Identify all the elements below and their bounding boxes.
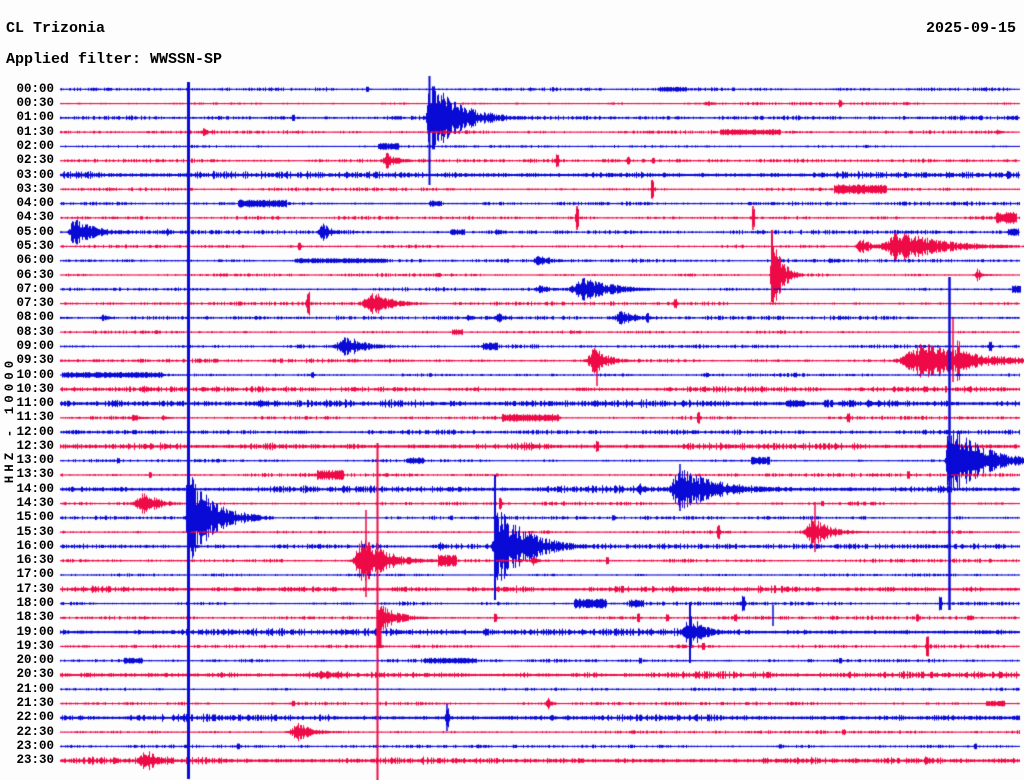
time-label: 12:00 — [16, 424, 54, 439]
time-label: 00:30 — [16, 96, 54, 111]
time-label: 05:30 — [16, 238, 54, 253]
time-label: 06:00 — [16, 253, 54, 268]
time-label: 15:00 — [16, 510, 54, 525]
time-label: 02:00 — [16, 138, 54, 153]
time-label: 03:30 — [16, 181, 54, 196]
time-label: 18:30 — [16, 610, 54, 625]
time-label: 19:30 — [16, 638, 54, 653]
time-label: 01:00 — [16, 110, 54, 125]
time-label: 07:00 — [16, 281, 54, 296]
time-label: 06:30 — [16, 267, 54, 282]
time-label: 18:00 — [16, 596, 54, 611]
time-label: 20:30 — [16, 667, 54, 682]
time-label: 16:30 — [16, 553, 54, 568]
time-label: 10:30 — [16, 381, 54, 396]
time-label: 11:30 — [16, 410, 54, 425]
time-label: 22:00 — [16, 710, 54, 725]
time-label: 19:00 — [16, 624, 54, 639]
time-label: 03:00 — [16, 167, 54, 182]
time-label: 09:30 — [16, 353, 54, 368]
time-label: 12:30 — [16, 438, 54, 453]
time-label: 14:30 — [16, 496, 54, 511]
time-label: 00:00 — [16, 81, 54, 96]
time-label: 13:00 — [16, 453, 54, 468]
time-label: 05:00 — [16, 224, 54, 239]
time-label: 23:30 — [16, 753, 54, 768]
time-label: 11:00 — [16, 396, 54, 411]
time-label: 21:30 — [16, 696, 54, 711]
time-label: 07:30 — [16, 296, 54, 311]
time-label: 21:00 — [16, 681, 54, 696]
time-label: 14:00 — [16, 481, 54, 496]
time-label: 10:00 — [16, 367, 54, 382]
time-label: 17:00 — [16, 567, 54, 582]
time-label: 09:00 — [16, 338, 54, 353]
time-label: 23:00 — [16, 738, 54, 753]
time-label: 13:30 — [16, 467, 54, 482]
time-label: 17:30 — [16, 581, 54, 596]
time-label: 02:30 — [16, 153, 54, 168]
time-label: 04:30 — [16, 210, 54, 225]
time-label: 15:30 — [16, 524, 54, 539]
time-label: 16:00 — [16, 538, 54, 553]
time-label: 08:00 — [16, 310, 54, 325]
time-label: 20:00 — [16, 653, 54, 668]
time-label: 04:00 — [16, 196, 54, 211]
time-label: 22:30 — [16, 724, 54, 739]
time-label: 01:30 — [16, 124, 54, 139]
time-label: 08:30 — [16, 324, 54, 339]
